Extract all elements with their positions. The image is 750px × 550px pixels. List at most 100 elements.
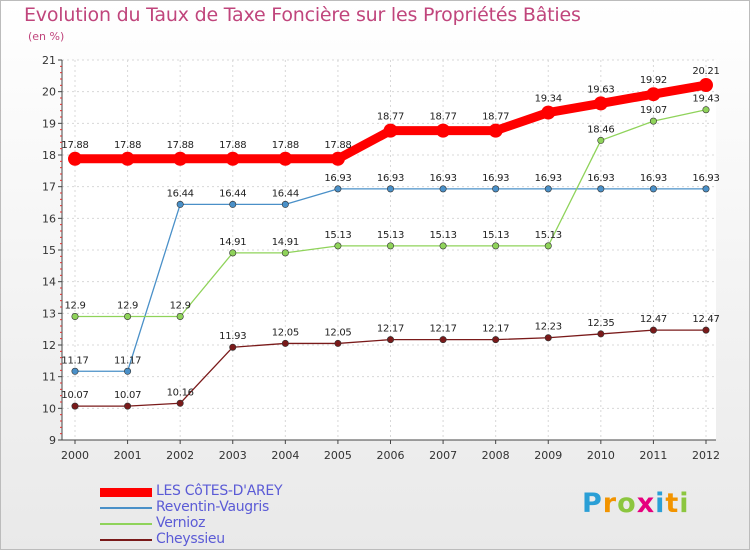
data-point [176,399,184,407]
legend-label: Cheyssieu [156,531,225,547]
data-point [334,242,342,250]
y-tick-label: 15 [42,244,56,257]
data-point [597,185,605,193]
data-point [492,185,500,193]
data-point [544,242,552,250]
data-label: 18.46 [587,124,614,135]
y-tick-label: 13 [42,307,56,320]
data-point [124,402,132,410]
data-label: 11.93 [219,331,246,342]
data-point [281,200,289,208]
data-label: 16.93 [692,173,719,184]
data-point [330,151,345,166]
data-label: 16.93 [535,173,562,184]
data-point [541,105,556,120]
data-label: 20.21 [692,66,719,77]
data-point [229,200,237,208]
data-label: 16.44 [219,188,246,199]
y-axis-unit: (en %) [28,30,65,43]
data-point [386,336,394,344]
data-label: 16.93 [482,173,509,184]
x-tick-label: 2003 [219,449,247,462]
x-tick-label: 2006 [377,449,405,462]
data-label: 12.9 [64,301,85,312]
data-label: 17.88 [114,140,141,151]
data-point [229,343,237,351]
data-point [173,151,188,166]
data-label: 18.77 [430,112,457,123]
y-tick-label: 21 [42,54,56,67]
data-point [488,123,503,138]
data-point [281,249,289,257]
y-tick-label: 10 [42,402,56,415]
x-tick-label: 2008 [482,449,510,462]
data-label: 12.9 [117,301,138,312]
data-label: 14.91 [272,237,299,248]
data-label: 16.93 [640,173,667,184]
data-point [646,87,661,102]
x-tick-label: 2001 [114,449,142,462]
x-tick-label: 2004 [271,449,299,462]
chart-title: Evolution du Taux de Taxe Foncière sur l… [24,4,581,26]
data-point [68,151,82,166]
data-point [649,326,657,334]
data-point [281,339,289,347]
data-label: 15.13 [535,230,562,241]
y-tick-label: 9 [49,434,56,447]
y-tick-label: 18 [42,149,56,162]
y-tick-label: 14 [42,276,56,289]
legend-swatch [100,488,152,497]
data-point [229,249,237,257]
data-point [383,123,398,138]
data-point [334,185,342,193]
data-label: 18.77 [377,112,404,123]
data-label: 19.92 [640,75,667,86]
data-point [124,367,132,375]
data-point [120,151,135,166]
logo-letter: r [602,488,618,519]
y-tick-label: 16 [42,212,56,225]
data-point [439,336,447,344]
logo-letter: t [665,488,680,519]
y-tick-label: 12 [42,339,56,352]
legend-swatch [100,539,152,541]
data-label: 15.13 [430,230,457,241]
logo-letter: x [636,488,656,519]
data-point [702,106,710,114]
data-label: 12.17 [430,324,457,335]
data-label: 16.93 [324,173,351,184]
logo-letter: i [655,488,666,519]
data-point [699,78,713,93]
data-label: 16.44 [167,188,194,199]
data-label: 12.35 [587,318,614,329]
data-point [71,312,79,320]
legend-label: Vernioz [156,515,206,531]
y-tick-label: 11 [42,371,56,384]
data-label: 19.63 [587,84,614,95]
data-point [439,185,447,193]
data-label: 12.23 [535,322,562,333]
data-label: 12.47 [640,314,667,325]
data-point [439,242,447,250]
data-label: 15.13 [324,230,351,241]
data-label: 10.07 [61,390,88,401]
data-label: 17.88 [167,140,194,151]
data-label: 16.44 [272,188,299,199]
data-point [436,123,451,138]
data-label: 16.93 [377,173,404,184]
y-tick-label: 17 [42,181,56,194]
data-label: 19.07 [640,105,667,116]
data-label: 12.17 [482,324,509,335]
data-label: 19.43 [692,94,719,105]
data-label: 15.13 [377,230,404,241]
data-label: 18.77 [482,112,509,123]
x-tick-label: 2011 [639,449,667,462]
data-point [544,334,552,342]
data-point [386,185,394,193]
logo-letter: o [617,488,637,519]
y-tick-label: 19 [42,117,56,130]
data-point [334,339,342,347]
data-point [124,312,132,320]
data-label: 17.88 [219,140,246,151]
x-tick-label: 2009 [534,449,562,462]
